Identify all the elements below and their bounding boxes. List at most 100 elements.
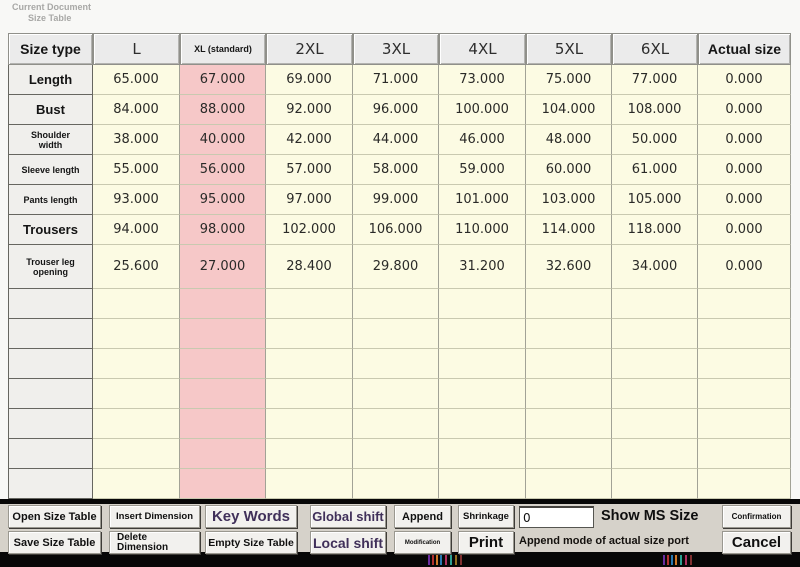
- size-cell[interactable]: 101.000: [439, 185, 526, 215]
- empty-size-cell[interactable]: [612, 469, 698, 499]
- empty-size-cell[interactable]: [93, 469, 180, 499]
- size-cell[interactable]: 55.000: [93, 155, 180, 185]
- column-header-3xl[interactable]: 3XL: [353, 33, 439, 65]
- row-label-sleeve-length[interactable]: Sleeve length: [8, 155, 93, 185]
- empty-size-table-button[interactable]: Empty Size Table: [205, 531, 297, 554]
- empty-size-cell[interactable]: [612, 289, 698, 319]
- size-cell[interactable]: 106.000: [353, 215, 439, 245]
- size-cell[interactable]: 95.000: [180, 185, 266, 215]
- local-shift-button[interactable]: Local shift: [310, 531, 386, 554]
- size-cell[interactable]: 0.000: [698, 245, 791, 289]
- empty-row-label[interactable]: [8, 319, 93, 349]
- size-cell[interactable]: 0.000: [698, 95, 791, 125]
- empty-size-cell[interactable]: [353, 289, 439, 319]
- empty-row-label[interactable]: [8, 289, 93, 319]
- size-cell[interactable]: 38.000: [93, 125, 180, 155]
- size-cell[interactable]: 0.000: [698, 125, 791, 155]
- row-label-shoulder-width[interactable]: Shoulder width: [8, 125, 93, 155]
- size-cell[interactable]: 71.000: [353, 65, 439, 95]
- empty-size-cell[interactable]: [526, 319, 612, 349]
- empty-size-cell[interactable]: [439, 319, 526, 349]
- size-cell[interactable]: 97.000: [266, 185, 353, 215]
- size-cell[interactable]: 108.000: [612, 95, 698, 125]
- size-cell[interactable]: 75.000: [526, 65, 612, 95]
- empty-size-cell[interactable]: [526, 439, 612, 469]
- empty-size-cell[interactable]: [698, 439, 791, 469]
- show-ms-size-toggle[interactable]: Show MS Size: [601, 508, 699, 524]
- empty-size-cell[interactable]: [266, 319, 353, 349]
- size-cell[interactable]: 0.000: [698, 65, 791, 95]
- empty-size-cell[interactable]: [266, 469, 353, 499]
- empty-size-cell[interactable]: [612, 409, 698, 439]
- empty-size-cell[interactable]: [526, 379, 612, 409]
- size-cell[interactable]: 31.200: [439, 245, 526, 289]
- row-label-length[interactable]: Length: [8, 65, 93, 95]
- size-cell[interactable]: 48.000: [526, 125, 612, 155]
- size-cell[interactable]: 27.000: [180, 245, 266, 289]
- empty-size-cell[interactable]: [698, 469, 791, 499]
- size-cell[interactable]: 59.000: [439, 155, 526, 185]
- shrinkage-button[interactable]: Shrinkage: [458, 505, 514, 528]
- empty-size-cell[interactable]: [180, 469, 266, 499]
- save-size-table-button[interactable]: Save Size Table: [8, 531, 101, 554]
- empty-size-cell[interactable]: [93, 409, 180, 439]
- empty-size-cell[interactable]: [266, 379, 353, 409]
- insert-dimension-button[interactable]: Insert Dimension: [109, 505, 200, 528]
- empty-size-cell[interactable]: [353, 409, 439, 439]
- empty-size-cell[interactable]: [526, 289, 612, 319]
- size-cell[interactable]: 93.000: [93, 185, 180, 215]
- empty-size-cell[interactable]: [439, 289, 526, 319]
- size-cell[interactable]: 84.000: [93, 95, 180, 125]
- size-cell[interactable]: 46.000: [439, 125, 526, 155]
- empty-size-cell[interactable]: [93, 289, 180, 319]
- size-cell[interactable]: 102.000: [266, 215, 353, 245]
- column-header-4xl[interactable]: 4XL: [439, 33, 526, 65]
- empty-size-cell[interactable]: [180, 439, 266, 469]
- empty-size-cell[interactable]: [180, 319, 266, 349]
- size-cell[interactable]: 60.000: [526, 155, 612, 185]
- column-header-l[interactable]: L: [93, 33, 180, 65]
- empty-size-cell[interactable]: [93, 319, 180, 349]
- empty-size-cell[interactable]: [526, 409, 612, 439]
- empty-size-cell[interactable]: [526, 349, 612, 379]
- size-cell[interactable]: 29.800: [353, 245, 439, 289]
- empty-size-cell[interactable]: [439, 439, 526, 469]
- column-header-5xl[interactable]: 5XL: [526, 33, 612, 65]
- size-cell[interactable]: 114.000: [526, 215, 612, 245]
- column-header-xl-standard[interactable]: XL (standard): [180, 33, 266, 65]
- size-cell[interactable]: 105.000: [612, 185, 698, 215]
- size-cell[interactable]: 110.000: [439, 215, 526, 245]
- empty-size-cell[interactable]: [180, 349, 266, 379]
- empty-size-cell[interactable]: [266, 439, 353, 469]
- size-cell[interactable]: 42.000: [266, 125, 353, 155]
- size-cell[interactable]: 0.000: [698, 155, 791, 185]
- size-cell[interactable]: 40.000: [180, 125, 266, 155]
- empty-size-cell[interactable]: [698, 319, 791, 349]
- size-cell[interactable]: 28.400: [266, 245, 353, 289]
- global-shift-button[interactable]: Global shift: [310, 505, 386, 528]
- empty-size-cell[interactable]: [93, 379, 180, 409]
- size-cell[interactable]: 65.000: [93, 65, 180, 95]
- empty-size-cell[interactable]: [698, 379, 791, 409]
- column-header-actual-size[interactable]: Actual size: [698, 33, 791, 65]
- size-cell[interactable]: 50.000: [612, 125, 698, 155]
- size-cell[interactable]: 34.000: [612, 245, 698, 289]
- empty-size-cell[interactable]: [526, 469, 612, 499]
- key-words-button[interactable]: Key Words: [205, 505, 297, 528]
- empty-size-cell[interactable]: [266, 349, 353, 379]
- column-header-2xl[interactable]: 2XL: [266, 33, 353, 65]
- empty-size-cell[interactable]: [612, 319, 698, 349]
- row-label-trouser-leg-opening[interactable]: Trouser leg opening: [8, 245, 93, 289]
- print-button[interactable]: Print: [458, 531, 514, 554]
- modification-button[interactable]: Modification: [394, 531, 451, 554]
- empty-size-cell[interactable]: [353, 439, 439, 469]
- size-cell[interactable]: 57.000: [266, 155, 353, 185]
- append-button[interactable]: Append: [394, 505, 451, 528]
- confirmation-button[interactable]: Confirmation: [722, 505, 791, 528]
- size-cell[interactable]: 25.600: [93, 245, 180, 289]
- size-cell[interactable]: 103.000: [526, 185, 612, 215]
- size-cell[interactable]: 32.600: [526, 245, 612, 289]
- empty-size-cell[interactable]: [353, 469, 439, 499]
- size-cell[interactable]: 99.000: [353, 185, 439, 215]
- empty-row-label[interactable]: [8, 409, 93, 439]
